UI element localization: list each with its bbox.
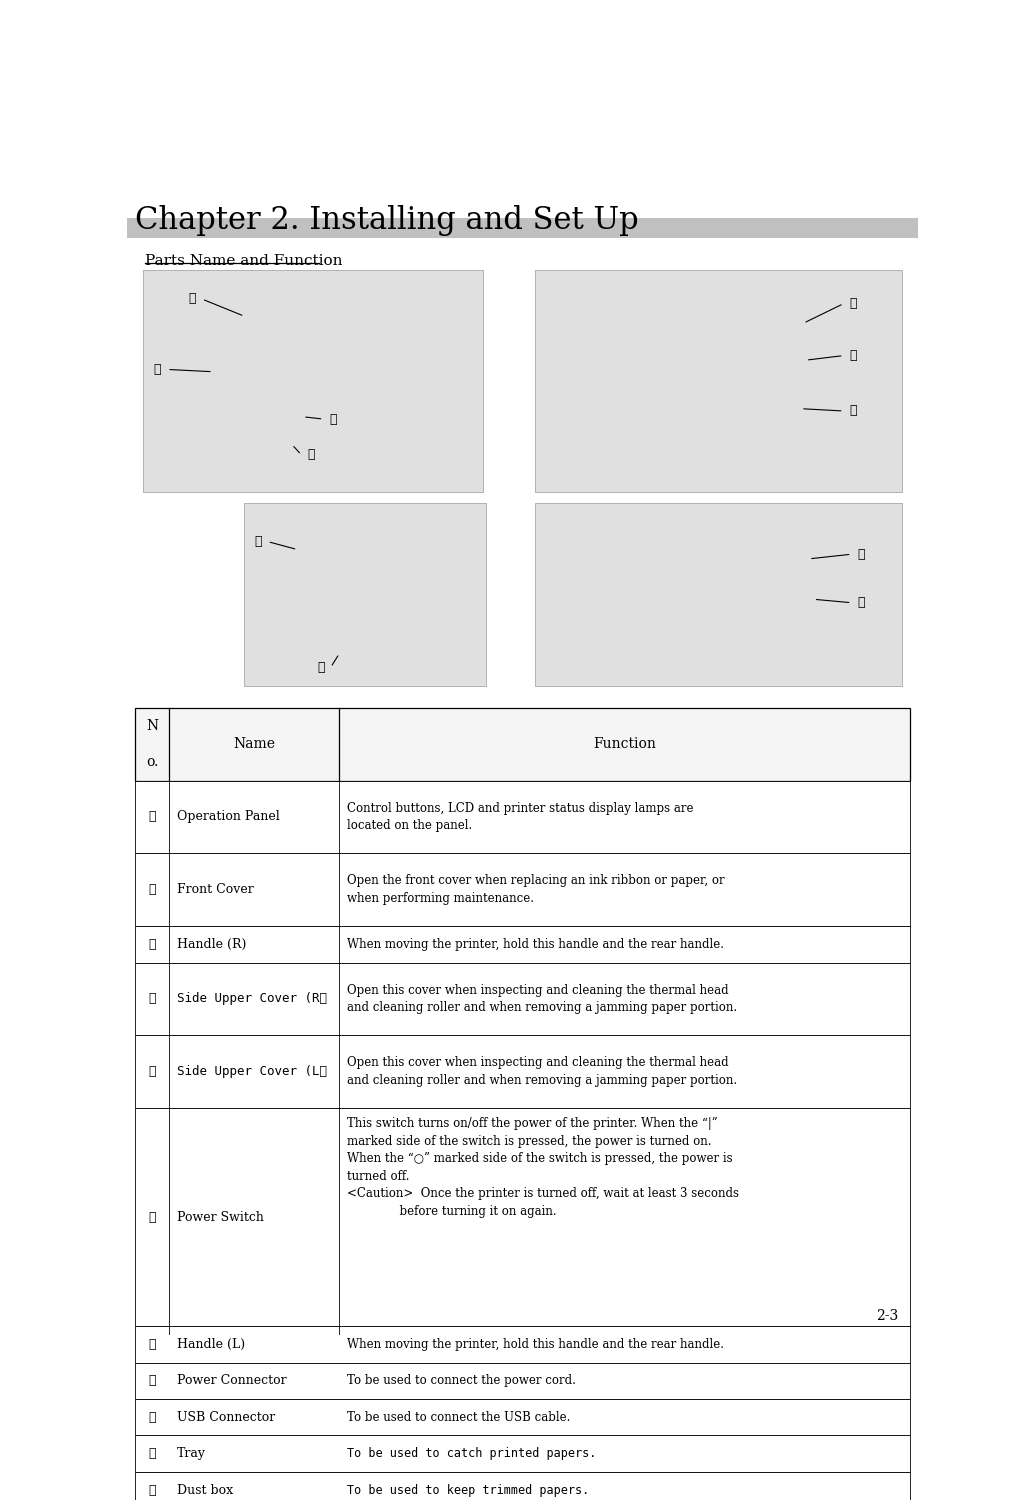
Text: Open the front cover when replacing an ink ribbon or paper, or
when performing m: Open the front cover when replacing an i… (346, 874, 725, 904)
FancyBboxPatch shape (136, 780, 909, 853)
Text: o.: o. (146, 756, 158, 770)
Text: ⑤: ⑤ (849, 297, 856, 310)
FancyBboxPatch shape (136, 1472, 909, 1500)
FancyBboxPatch shape (136, 1108, 909, 1326)
FancyBboxPatch shape (136, 1362, 909, 1400)
Text: To be used to keep trimmed papers.: To be used to keep trimmed papers. (346, 1484, 589, 1497)
Text: ②: ② (148, 884, 156, 896)
Text: To be used to connect the USB cable.: To be used to connect the USB cable. (346, 1412, 570, 1424)
Text: When moving the printer, hold this handle and the rear handle.: When moving the printer, hold this handl… (346, 1338, 723, 1352)
Text: ⑪: ⑪ (148, 1484, 156, 1497)
Text: ⑧: ⑧ (148, 1374, 156, 1388)
Text: ④: ④ (148, 993, 156, 1005)
Text: Power Connector: Power Connector (176, 1374, 286, 1388)
Text: ⑦: ⑦ (849, 350, 856, 361)
Text: ②: ② (154, 363, 161, 376)
FancyBboxPatch shape (127, 217, 917, 237)
FancyBboxPatch shape (534, 270, 902, 492)
Text: ⑦: ⑦ (148, 1338, 156, 1352)
Text: Function: Function (593, 736, 655, 752)
Text: This switch turns on/off the power of the printer. When the “|”
marked side of t: This switch turns on/off the power of th… (346, 1118, 739, 1218)
Text: 2-3: 2-3 (875, 1310, 898, 1323)
Text: Handle (R): Handle (R) (176, 938, 246, 951)
Text: N: N (146, 718, 158, 734)
Text: Handle (L): Handle (L) (176, 1338, 245, 1352)
FancyBboxPatch shape (245, 504, 485, 686)
Text: ③: ③ (148, 938, 156, 951)
Text: To be used to catch printed papers.: To be used to catch printed papers. (346, 1448, 596, 1460)
Text: USB Connector: USB Connector (176, 1412, 274, 1424)
Text: ⑪: ⑪ (317, 662, 325, 674)
Text: Dust box: Dust box (176, 1484, 232, 1497)
FancyBboxPatch shape (136, 963, 909, 1035)
FancyBboxPatch shape (136, 1035, 909, 1108)
FancyBboxPatch shape (534, 504, 902, 686)
Text: Power Switch: Power Switch (176, 1210, 263, 1224)
Text: Parts Name and Function: Parts Name and Function (145, 254, 342, 268)
Text: ⑨: ⑨ (148, 1412, 156, 1424)
Text: ⑨: ⑨ (857, 596, 864, 609)
Text: To be used to connect the power cord.: To be used to connect the power cord. (346, 1374, 576, 1388)
Text: Open this cover when inspecting and cleaning the thermal head
and cleaning rolle: Open this cover when inspecting and clea… (346, 984, 737, 1014)
Text: Operation Panel: Operation Panel (176, 810, 279, 824)
Text: Tray: Tray (176, 1448, 205, 1460)
FancyBboxPatch shape (136, 853, 909, 926)
FancyBboxPatch shape (143, 270, 483, 492)
FancyBboxPatch shape (136, 1436, 909, 1472)
Text: When moving the printer, hold this handle and the rear handle.: When moving the printer, hold this handl… (346, 938, 723, 951)
Text: ⑥: ⑥ (148, 1210, 156, 1224)
Text: Chapter 2. Installing and Set Up: Chapter 2. Installing and Set Up (136, 206, 638, 237)
FancyBboxPatch shape (136, 1326, 909, 1362)
Text: Control buttons, LCD and printer status display lamps are
located on the panel.: Control buttons, LCD and printer status … (346, 801, 693, 832)
FancyBboxPatch shape (136, 708, 909, 780)
Text: ①: ① (148, 810, 156, 824)
Text: Open this cover when inspecting and cleaning the thermal head
and cleaning rolle: Open this cover when inspecting and clea… (346, 1056, 737, 1088)
Text: ⑩: ⑩ (148, 1448, 156, 1460)
Text: ⑤: ⑤ (148, 1065, 156, 1078)
Text: ⑧: ⑧ (857, 548, 864, 561)
Text: ①: ① (189, 292, 196, 306)
Text: ③: ③ (307, 448, 314, 462)
Text: ④: ④ (329, 413, 336, 426)
Text: ⑥: ⑥ (849, 405, 856, 417)
Text: Side Upper Cover (L）: Side Upper Cover (L） (176, 1065, 326, 1078)
FancyBboxPatch shape (136, 926, 909, 963)
Text: ⑩: ⑩ (254, 536, 262, 548)
Text: Front Cover: Front Cover (176, 884, 253, 896)
FancyBboxPatch shape (136, 1400, 909, 1435)
Text: Side Upper Cover (R）: Side Upper Cover (R） (176, 993, 326, 1005)
Text: Name: Name (232, 736, 275, 752)
